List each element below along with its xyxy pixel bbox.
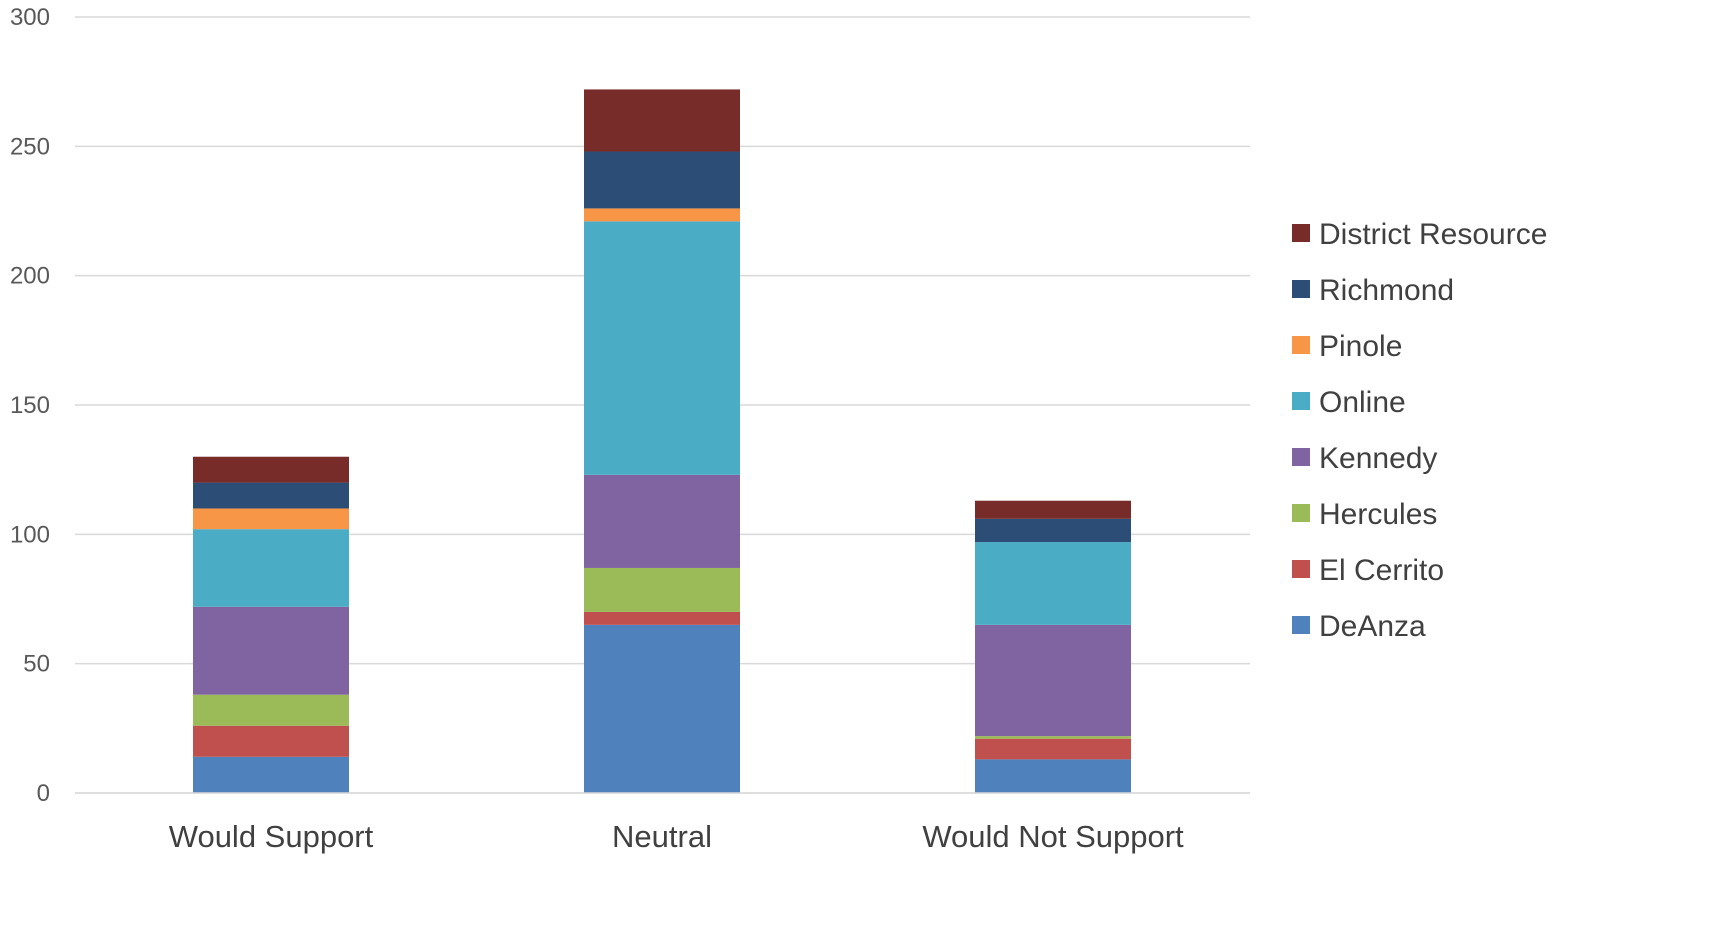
bar-segment [975,738,1131,760]
bar-segment [193,725,349,757]
y-tick-label: 50 [23,651,50,678]
legend-swatch [1292,504,1310,522]
bar-segment [584,89,740,152]
y-axis: 0 50 100 150 200 250 300 [10,4,50,807]
bar-segment [193,482,349,509]
bar-segment [584,567,740,612]
legend-swatch [1292,280,1310,298]
bar-segment [193,529,349,607]
legend-label: El Cerrito [1319,554,1444,587]
legend-swatch [1292,616,1310,634]
bar-segment [975,759,1131,793]
legend-swatch [1292,448,1310,466]
x-tick-label: Neutral [612,819,712,854]
bar-segment [193,456,349,483]
legend-swatch [1292,224,1310,242]
legend-label: District Resource [1319,218,1547,251]
bar-segment [584,208,740,222]
bar-segment [975,542,1131,625]
x-tick-label: Would Not Support [922,819,1184,854]
legend-label: Kennedy [1319,442,1437,475]
bar-segment [975,518,1131,543]
legend-item: Kennedy [1292,442,1437,475]
legend-item: Online [1292,386,1406,419]
bars [193,89,1131,793]
y-tick-label: 0 [37,780,50,807]
bar-segment [584,611,740,625]
bar-segment [193,756,349,793]
legend-label: Hercules [1319,498,1437,531]
bar-segment [193,508,349,530]
legend-swatch [1292,560,1310,578]
legend-swatch [1292,392,1310,410]
x-tick-label: Would Support [169,819,374,854]
y-tick-label: 150 [10,392,50,419]
bar-segment [584,151,740,209]
y-tick-label: 250 [10,133,50,160]
bar-segment [193,694,349,726]
bar-segment [975,736,1131,739]
legend-item: Pinole [1292,330,1402,363]
legend-item: DeAnza [1292,610,1426,643]
legend: District Resource Richmond Pinole Online Ken… [1292,218,1547,643]
bar-segment [975,500,1131,519]
legend-item: Hercules [1292,498,1437,531]
bar-segment [193,606,349,695]
bar-segment [975,624,1131,737]
legend-label: Online [1319,386,1406,419]
legend-label: DeAnza [1319,610,1426,643]
legend-label: Richmond [1319,274,1454,307]
bar-segment [584,474,740,568]
legend-swatch [1292,336,1310,354]
legend-label: Pinole [1319,330,1402,363]
y-tick-label: 300 [10,4,50,31]
legend-item: El Cerrito [1292,554,1444,587]
legend-item: District Resource [1292,218,1547,251]
bar-segment [584,221,740,475]
y-tick-label: 200 [10,263,50,290]
bar-segment [584,624,740,793]
y-tick-label: 100 [10,521,50,548]
legend-item: Richmond [1292,274,1454,307]
x-axis: Would Support Neutral Would Not Support [75,792,1250,854]
